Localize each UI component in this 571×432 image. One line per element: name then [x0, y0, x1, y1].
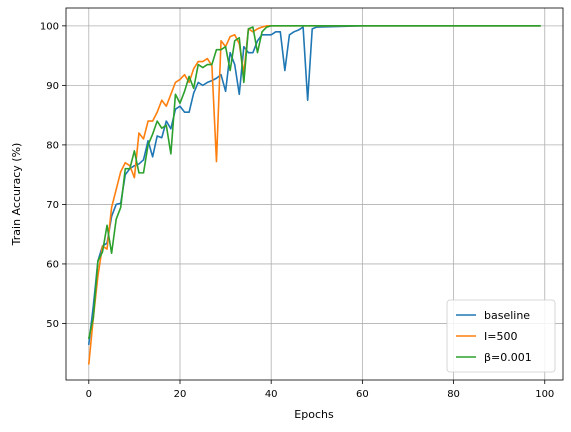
y-axis-label: Train Accuracy (%)	[10, 143, 23, 247]
plot-frame	[65, 7, 564, 381]
y-tick-label: 90	[46, 81, 59, 92]
series-lines	[88, 25, 542, 365]
y-tick-label: 100	[40, 21, 59, 32]
legend-label-1: baseline	[484, 309, 530, 322]
y-tick-label: 50	[46, 319, 59, 330]
legend-label-3: β=0.001	[484, 351, 532, 364]
x-tick-label: 20	[174, 389, 187, 400]
x-tick-label: 100	[535, 389, 554, 400]
y-tick-label: 80	[46, 140, 59, 151]
grid	[66, 8, 563, 380]
x-tick-label: 40	[265, 389, 278, 400]
x-axis-label: Epochs	[294, 408, 334, 421]
legend-label-2: I=500	[484, 330, 517, 343]
legend: baseline I=500 β=0.001	[446, 299, 556, 373]
series-line-2	[88, 25, 542, 365]
axis-ticks: 0 20 40 60 80 100 50 60 70 80 90 100	[40, 21, 554, 400]
legend-box	[446, 299, 556, 373]
y-tick-label: 70	[46, 200, 59, 211]
x-tick-label: 80	[447, 389, 460, 400]
x-tick-label: 0	[86, 389, 92, 400]
y-tick-label: 60	[46, 259, 59, 270]
x-tick-label: 60	[356, 389, 369, 400]
series-line-3	[88, 25, 542, 340]
